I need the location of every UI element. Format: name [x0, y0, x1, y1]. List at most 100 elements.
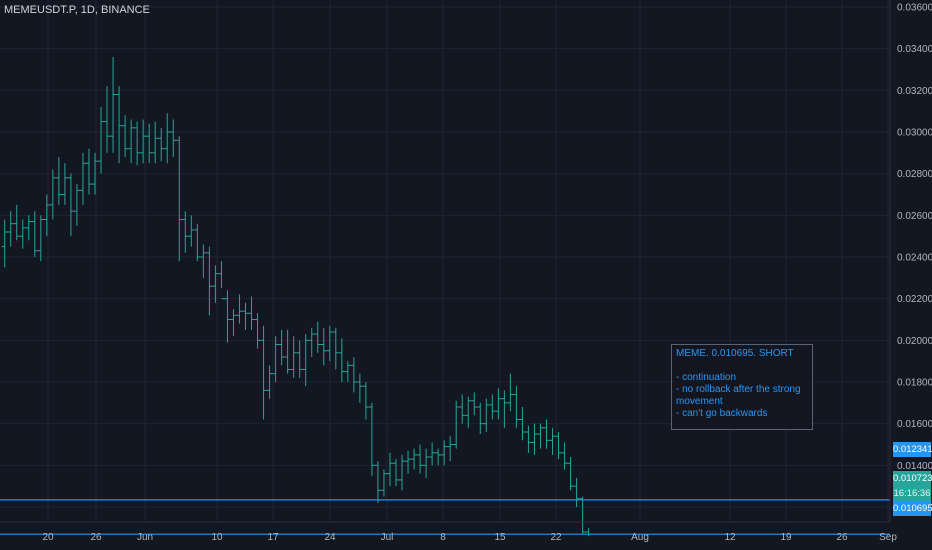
time-tick-label: Jun: [137, 532, 153, 543]
ohlc-bar: [284, 329, 291, 374]
ohlc-bar: [489, 394, 496, 420]
ohlc-bar: [459, 394, 466, 424]
trade-note[interactable]: MEME. 0.010695. SHORT - continuation - n…: [671, 344, 813, 430]
ohlc-bar: [224, 290, 231, 343]
ohlc-bar: [85, 148, 92, 195]
ohlc-bar: [55, 157, 62, 205]
time-tick-label: 15: [494, 532, 506, 543]
ohlc-bar: [37, 215, 44, 262]
ohlc-bar: [110, 57, 117, 153]
ohlc-bar: [501, 390, 508, 428]
ohlc-bar: [272, 336, 279, 382]
ohlc-bar: [338, 338, 345, 382]
ohlc-bar: [513, 386, 520, 428]
ohlc-bar: [507, 373, 514, 412]
ohlc-bar: [61, 163, 68, 205]
ohlc-bar: [537, 423, 544, 449]
ohlc-bar: [73, 184, 80, 226]
ohlc-bar: [302, 334, 309, 387]
time-tick-label: 17: [267, 532, 279, 543]
level-price-tag: 0.012341: [893, 442, 932, 457]
ohlc-bar: [140, 119, 147, 164]
time-tick-label: Jul: [381, 532, 394, 543]
ohlc-bar: [13, 204, 20, 241]
ohlc-bar: [435, 448, 442, 466]
ohlc-bar: [477, 402, 484, 435]
ohlc-bar: [278, 329, 285, 366]
ohlc-bar: [393, 459, 399, 487]
ohlc-bar: [116, 86, 123, 164]
ohlc-bar: [374, 461, 381, 503]
ohlc-bar: [152, 121, 159, 164]
ohlc-bar: [7, 211, 14, 247]
ohlc-bar: [543, 419, 550, 449]
ohlc-bar: [254, 313, 261, 349]
ohlc-bar: [561, 442, 568, 470]
ohlc-bar: [79, 152, 86, 205]
ohlc-bar: [43, 194, 50, 237]
ohlc-bar: [380, 469, 387, 497]
ohlc-bar: [230, 309, 237, 337]
time-tick-label: 22: [550, 532, 562, 543]
ohlc-bar: [67, 173, 74, 237]
ohlc-bar: [49, 169, 56, 220]
note-line: - continuation: [676, 372, 737, 383]
chart-grid: [0, 0, 890, 522]
ohlc-bar: [164, 113, 171, 164]
chart-title: MEMEUSDT.P, 1D, BINANCE: [4, 4, 150, 16]
ohlc-bar: [519, 407, 526, 441]
time-tick-label: 8: [440, 532, 446, 543]
ohlc-bar: [344, 361, 351, 382]
ohlc-bar: [326, 325, 333, 362]
price-tick-label: 0.014000: [897, 461, 932, 472]
ohlc-bar: [567, 457, 574, 491]
ohlc-bar: [104, 86, 111, 153]
time-tick-label: 26: [836, 532, 848, 543]
ohlc-bar: [1, 219, 8, 268]
ohlc-bar: [465, 396, 472, 428]
ohlc-bar: [405, 450, 412, 474]
ohlc-bar: [314, 321, 321, 353]
ohlc-bar: [447, 436, 454, 462]
ohlc-bar: [399, 454, 406, 491]
ohlc-bar: [200, 244, 207, 278]
ohlc-bar: [134, 121, 141, 166]
ohlc-bar: [417, 444, 424, 474]
ohlc-bar: [368, 402, 375, 476]
time-tick-label: 19: [780, 532, 792, 543]
time-tick-label: 12: [724, 532, 736, 543]
ohlc-bar: [453, 400, 460, 449]
ohlc-bar: [356, 373, 363, 403]
note-line: - can't go backwards: [676, 408, 768, 419]
ohlc-bar: [555, 432, 562, 460]
ohlc-bar: [585, 527, 592, 537]
ohlc-bar: [218, 261, 225, 300]
ohlc-bar: [423, 448, 430, 478]
ohlc-bar: [296, 340, 303, 378]
time-axis[interactable]: 20 26 Jun 10 17 24 Jul 8 15 22 Aug 12 19 26 Sep: [42, 532, 897, 543]
time-tick-label: 26: [90, 532, 102, 543]
note-line: MEME. 0.010695. SHORT: [676, 348, 794, 359]
ohlc-bar: [290, 336, 297, 378]
ohlc-bar: [386, 452, 393, 487]
time-tick-label: 10: [211, 532, 223, 543]
ohlc-bar: [92, 152, 98, 195]
ohlc-bar: [206, 246, 213, 316]
ohlc-bar: [441, 440, 448, 466]
ohlc-bar: [260, 325, 267, 420]
ohlc-bar: [483, 398, 490, 432]
entry-price-tag: 0.010695: [893, 501, 932, 516]
ohlc-bar: [495, 388, 502, 420]
ohlc-bar: [308, 327, 315, 357]
ohlc-bar: [188, 215, 195, 247]
ohlc-bar: [158, 127, 165, 162]
